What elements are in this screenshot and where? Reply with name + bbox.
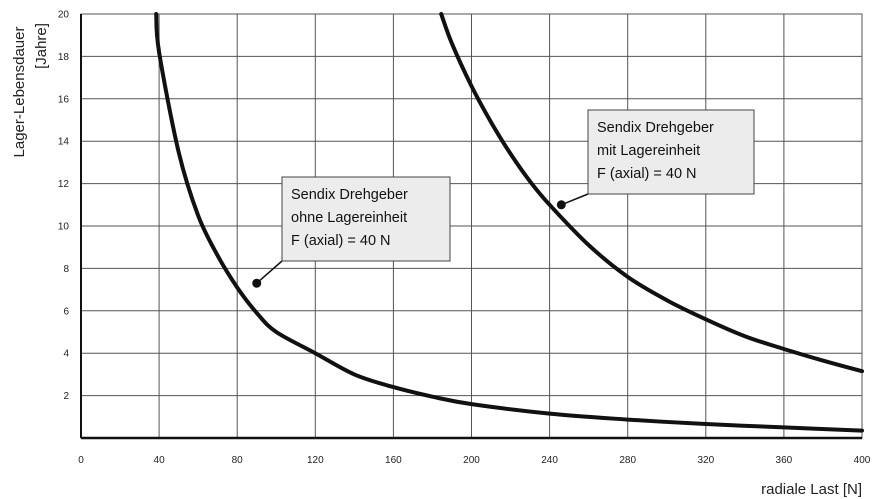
callouts: Sendix Drehgeber ohne Lagereinheit F (axia…: [252, 109, 755, 288]
x-tick-label: 200: [463, 455, 480, 466]
x-tick-label: 280: [619, 455, 636, 466]
series-line-1: [154, 12, 864, 433]
series-label-2-line-1: Sendix Drehgeber: [597, 120, 714, 136]
x-tick-label: 160: [385, 455, 402, 466]
series-label-1-line-3: F (axial) = 40 N: [291, 233, 391, 249]
axes: [80, 14, 862, 440]
x-tick-label: 240: [541, 455, 558, 466]
x-tick-label: 360: [776, 455, 793, 466]
y-tick-label: 16: [58, 94, 70, 105]
y-tick-label: 10: [58, 222, 70, 233]
x-tick-label: 40: [154, 455, 166, 466]
x-tick-label: 80: [232, 455, 244, 466]
series-label-1-line-2: ohne Lagereinheit: [291, 210, 407, 226]
callout-box-2: [587, 109, 755, 195]
callout-dot-1: [252, 278, 262, 288]
y-axis-title-line-2: [Jahre]: [33, 23, 50, 69]
x-axis-title: radiale Last [N]: [761, 481, 862, 498]
callout-box-1: [281, 176, 451, 262]
x-tick-label: 320: [697, 455, 714, 466]
y-tick-label: 14: [58, 137, 70, 148]
callout-dot-2: [556, 200, 566, 210]
grid: [80, 13, 863, 439]
y-tick-label: 6: [63, 306, 69, 317]
y-tick-label: 2: [63, 391, 69, 402]
callout-leader-1: [256, 260, 283, 284]
series-label-2-line-3: F (axial) = 40 N: [597, 166, 697, 182]
tick-labels: 0 40 80 120 160 200 240 280 320 360 400 2 4 6 8 10 12 14 1…: [58, 10, 871, 467]
series-label-1-line-1: Sendix Drehgeber: [291, 187, 408, 203]
y-tick-label: 4: [63, 349, 69, 360]
y-tick-label: 20: [58, 10, 70, 21]
y-tick-label: 8: [63, 264, 69, 275]
y-tick-label: 12: [58, 179, 70, 190]
y-tick-label: 18: [58, 52, 70, 63]
x-tick-label: 120: [307, 455, 324, 466]
curves: [154, 12, 864, 433]
y-axis-title-line-1: Lager-Lebensdauer: [11, 27, 28, 158]
series-label-2-line-2: mit Lagereinheit: [597, 143, 700, 159]
x-tick-label: 400: [854, 455, 871, 466]
x-tick-label: 0: [78, 455, 84, 466]
callout-leader-2: [561, 193, 589, 206]
series-line-2: [439, 12, 864, 374]
